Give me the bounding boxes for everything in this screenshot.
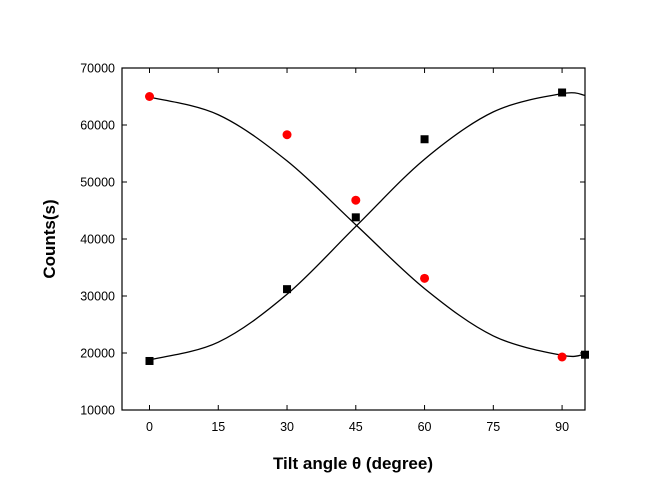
x-tick-label: 75 <box>486 420 500 434</box>
x-tick-label: 90 <box>555 420 569 434</box>
x-tick-label: 60 <box>418 420 432 434</box>
data-point-square <box>145 356 154 365</box>
data-point-square <box>558 88 567 97</box>
data-point-square <box>283 285 292 294</box>
fit-curves <box>149 92 586 361</box>
x-tick-label: 45 <box>349 420 363 434</box>
x-tick-label: 0 <box>146 420 153 434</box>
axis-ticks: 0 15 30 45 60 75 90 10000 20000 30000 40000 50000 60… <box>80 62 585 434</box>
x-axis-label: Tilt angle θ (degree) <box>273 454 433 473</box>
fit-curve <box>149 92 586 361</box>
plot-frame <box>121 67 586 411</box>
y-tick-label: 10000 <box>80 404 115 418</box>
y-tick-label: 30000 <box>80 290 115 304</box>
x-tick-label: 30 <box>280 420 294 434</box>
data-point-circle <box>557 352 567 362</box>
data-point-circle <box>145 92 155 101</box>
fit-curve <box>149 96 586 358</box>
y-axis-label: Counts(s) <box>40 199 59 278</box>
data-point-square <box>581 350 589 359</box>
data-point-circle <box>282 130 292 140</box>
y-tick-label: 50000 <box>80 176 115 190</box>
y-tick-label: 40000 <box>80 233 115 247</box>
y-tick-label: 60000 <box>80 119 115 133</box>
data-point-square <box>420 135 429 144</box>
y-tick-label: 70000 <box>80 62 115 76</box>
data-point-square <box>351 213 360 222</box>
x-tick-label: 15 <box>211 420 225 434</box>
data-point-circle <box>420 273 430 283</box>
y-tick-label: 20000 <box>80 347 115 361</box>
data-point-circle <box>351 195 361 205</box>
data-points <box>145 88 589 365</box>
